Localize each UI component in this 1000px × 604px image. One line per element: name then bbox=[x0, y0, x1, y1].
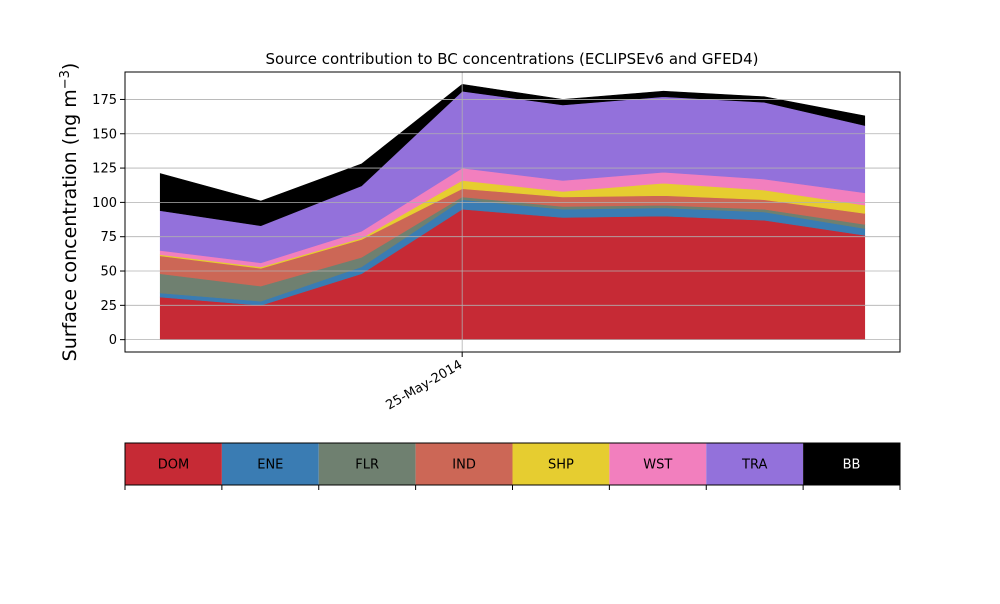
legend-swatch-wst bbox=[609, 443, 707, 485]
legend-swatch-bb bbox=[803, 443, 900, 485]
y-tick-label: 75 bbox=[100, 230, 117, 245]
area-bb bbox=[159, 84, 866, 227]
legend-label-tra: TRA bbox=[741, 458, 767, 473]
legend-swatch-tra bbox=[706, 443, 804, 485]
y-tick-label: 100 bbox=[92, 196, 117, 211]
legend-label-ind: IND bbox=[452, 458, 476, 473]
y-tick-label: 175 bbox=[92, 93, 117, 108]
legend: DOM ENE FLR IND SHP WST TRA BB bbox=[124, 442, 901, 490]
y-tick-label: 50 bbox=[100, 265, 117, 280]
grid bbox=[125, 72, 900, 352]
y-tick-label: 125 bbox=[92, 162, 117, 177]
legend-swatch-ind bbox=[415, 443, 513, 485]
legend-swatch-flr bbox=[318, 443, 416, 485]
plot-area bbox=[159, 84, 866, 340]
y-axis-label: Surface concentration (ng m−3) bbox=[58, 63, 82, 362]
legend-swatch-ene bbox=[221, 443, 319, 485]
legend-swatch-shp bbox=[512, 443, 610, 485]
y-tick-label: 25 bbox=[100, 299, 117, 314]
legend-label-dom: DOM bbox=[158, 458, 189, 473]
x-tick-label: 25-May-2014 bbox=[383, 357, 465, 413]
plot-frame bbox=[124, 71, 901, 353]
legend-label-bb: BB bbox=[843, 458, 861, 473]
legend-label-ene: ENE bbox=[257, 458, 283, 473]
x-axis: 25-May-2014 bbox=[383, 352, 465, 413]
legend-swatch-dom bbox=[125, 443, 222, 485]
chart-title: Source contribution to BC concentrations… bbox=[265, 50, 758, 68]
y-tick-label: 0 bbox=[109, 333, 117, 348]
legend-label-flr: FLR bbox=[355, 458, 379, 473]
y-tick-label: 150 bbox=[92, 127, 117, 142]
legend-label-shp: SHP bbox=[548, 458, 574, 473]
legend-label-wst: WST bbox=[643, 458, 672, 473]
y-axis: 0 25 50 75 100 125 150 175 bbox=[92, 93, 125, 348]
